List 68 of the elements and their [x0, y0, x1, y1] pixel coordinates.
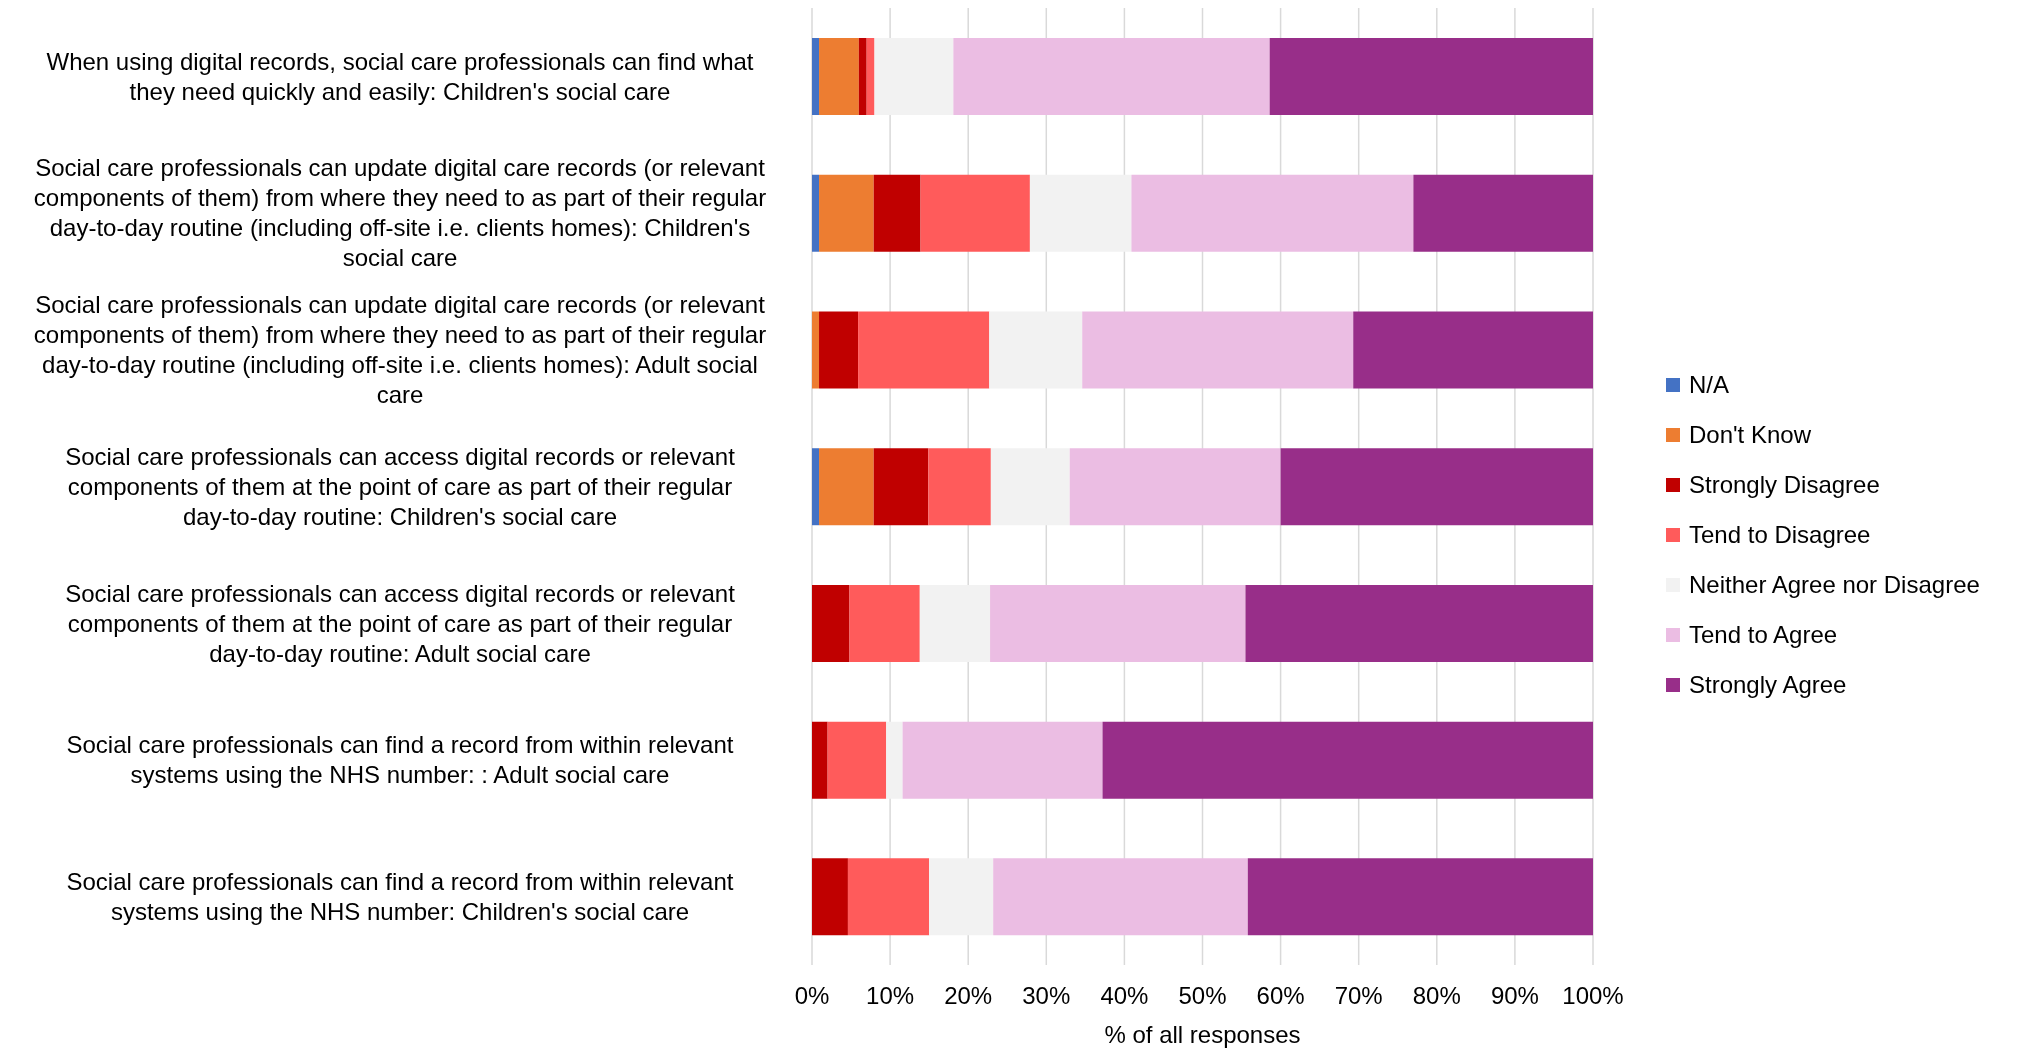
y-tick-label: Social care professionals can update digital care records (or relevant components of them) from where they need to as part of their regular day-to-day routine (including off-site i.e. clients homes): Adult social care — [33, 291, 767, 409]
legend-label: Don't Know — [1689, 421, 1811, 449]
x-tick-label: 10% — [866, 982, 915, 1010]
bar — [1245, 584, 1593, 662]
bar — [847, 858, 930, 936]
bar — [819, 448, 874, 526]
bar — [1082, 311, 1354, 389]
bar — [1353, 311, 1593, 389]
x-tick-label: 60% — [1256, 982, 1305, 1010]
bar — [953, 38, 1270, 116]
bar — [812, 448, 820, 526]
bar — [1102, 721, 1593, 799]
y-tick-label: Social care professionals can find a record from within relevant systems using the NHS number: : Adult social care — [66, 731, 734, 789]
legend-label: Tend to Agree — [1689, 621, 1838, 649]
bar — [812, 38, 820, 116]
bar — [1269, 38, 1593, 116]
bar — [1247, 858, 1593, 936]
y-tick-label: Social care professionals can access digital records or relevant components of them at the point of care as part of their regular day-to-day routine: Children's social care — [65, 442, 736, 530]
bar — [819, 311, 859, 389]
x-tick-label: 40% — [1100, 982, 1149, 1010]
bar — [1029, 174, 1132, 252]
x-tick-label: 0% — [794, 982, 830, 1010]
legend-label: Tend to Disagree — [1689, 521, 1871, 549]
bar — [866, 38, 875, 116]
bar — [929, 858, 994, 936]
legend-label: N/A — [1689, 371, 1730, 399]
bar — [858, 38, 867, 116]
y-tick-label: Social care professionals can find a record from within relevant systems using the NHS number: Children's social care — [66, 868, 734, 926]
y-tick-label: When using digital records, social care professionals can find what they need quickly and easily: Children's social care — [46, 47, 754, 105]
x-axis-title: % of all responses — [1104, 1021, 1301, 1048]
y-tick-label: Social care professionals can update digital care records (or relevant components of them) from where they need to as part of their regular day-to-day routine (including off-site i.e. clients homes): Children's social care — [33, 154, 767, 272]
legend-label: Strongly Agree — [1689, 671, 1847, 699]
x-tick-label: 90% — [1490, 982, 1539, 1010]
bar — [873, 174, 921, 252]
x-tick-label: 30% — [1022, 982, 1071, 1010]
bar — [1131, 174, 1414, 252]
bar — [812, 858, 848, 936]
bar — [819, 38, 859, 116]
bar — [886, 721, 903, 799]
bar — [873, 448, 929, 526]
x-tick-label: 100% — [1562, 982, 1624, 1010]
bar — [919, 584, 991, 662]
bar — [920, 174, 1030, 252]
bar — [1413, 174, 1593, 252]
bar — [902, 721, 1103, 799]
bar — [1280, 448, 1593, 526]
bar — [990, 448, 1070, 526]
bar — [989, 311, 1083, 389]
bar — [849, 584, 920, 662]
bar — [812, 311, 820, 389]
x-tick-label: 70% — [1334, 982, 1383, 1010]
bar — [827, 721, 887, 799]
bar — [819, 174, 874, 252]
legend-label: Neither Agree nor Disagree — [1689, 571, 1980, 599]
bar — [928, 448, 991, 526]
bar — [993, 858, 1248, 936]
x-tick-label: 50% — [1178, 982, 1227, 1010]
legend-label: Strongly Disagree — [1689, 471, 1880, 499]
bar — [874, 38, 954, 116]
x-tick-label: 80% — [1412, 982, 1461, 1010]
bar — [858, 311, 990, 389]
bar — [990, 584, 1246, 662]
y-tick-label: Social care professionals can access digital records or relevant components of them at the point of care as part of their regular day-to-day routine: Adult social care — [65, 579, 736, 667]
bar — [812, 584, 850, 662]
bar — [812, 721, 828, 799]
bar — [1069, 448, 1281, 526]
x-tick-label: 20% — [944, 982, 993, 1010]
bar — [812, 174, 820, 252]
